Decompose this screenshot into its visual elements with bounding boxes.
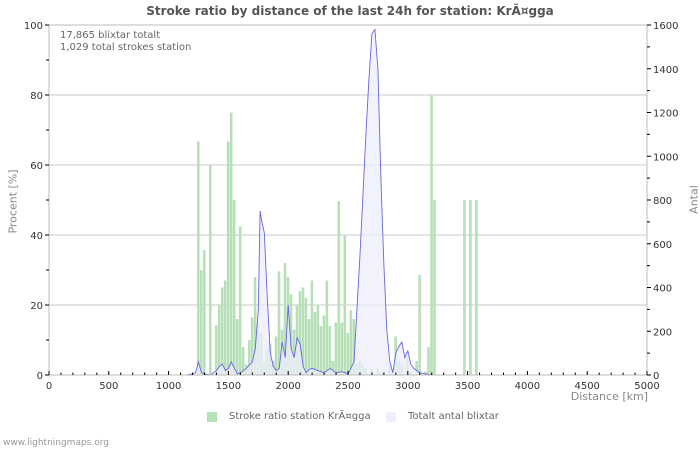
svg-text:1400: 1400 <box>653 65 678 76</box>
svg-text:5000: 5000 <box>634 381 659 392</box>
legend-item-total: Totalt antal blixtar <box>386 411 499 422</box>
legend-label-total: Totalt antal blixtar <box>408 411 499 422</box>
svg-text:500: 500 <box>99 381 118 392</box>
svg-text:3500: 3500 <box>455 381 480 392</box>
legend: Stroke ratio station KrÃ¤gga Totalt anta… <box>0 411 700 425</box>
x-axis-label: Distance [km] <box>570 390 648 403</box>
svg-text:20: 20 <box>30 301 43 312</box>
svg-text:4500: 4500 <box>574 381 599 392</box>
station-strokes-text: 1,029 total strokes station <box>60 42 192 53</box>
total-strokes-text: 17,865 blixtar totalt <box>60 30 161 41</box>
svg-text:800: 800 <box>653 196 672 207</box>
axes: 0204060801000200400600800100012001400160… <box>24 21 679 392</box>
svg-text:3000: 3000 <box>395 381 420 392</box>
svg-text:2000: 2000 <box>275 381 300 392</box>
svg-text:4000: 4000 <box>515 381 540 392</box>
grid-lines <box>49 24 647 306</box>
svg-text:60: 60 <box>30 161 43 172</box>
svg-text:0: 0 <box>37 371 43 382</box>
y-axis-left-label: Procent [%] <box>6 169 20 234</box>
svg-text:1000: 1000 <box>653 152 678 163</box>
svg-text:1200: 1200 <box>653 109 678 120</box>
svg-text:100: 100 <box>24 21 43 32</box>
legend-label-ratio: Stroke ratio station KrÃ¤gga <box>229 411 371 422</box>
legend-swatch-lavender <box>386 411 396 422</box>
svg-text:1000: 1000 <box>156 381 181 392</box>
chart-title: Stroke ratio by distance of the last 24h… <box>146 4 554 18</box>
svg-text:40: 40 <box>30 231 43 242</box>
svg-text:0: 0 <box>653 371 659 382</box>
y-axis-right-label: Antal <box>687 185 700 214</box>
info-box: 17,865 blixtar totalt 1,029 total stroke… <box>60 30 191 54</box>
svg-text:1500: 1500 <box>216 381 241 392</box>
ratio-bars <box>197 95 478 375</box>
svg-text:2500: 2500 <box>335 381 360 392</box>
svg-text:400: 400 <box>653 284 672 295</box>
legend-item-ratio: Stroke ratio station KrÃ¤gga <box>207 411 371 422</box>
legend-swatch-green <box>207 411 217 422</box>
svg-text:80: 80 <box>30 91 43 102</box>
svg-text:600: 600 <box>653 240 672 251</box>
svg-text:0: 0 <box>46 381 52 392</box>
svg-text:1600: 1600 <box>653 21 678 32</box>
footer-source: www.lightningmaps.org <box>3 438 109 448</box>
svg-text:200: 200 <box>653 327 672 338</box>
total-strokes-area <box>186 28 444 376</box>
